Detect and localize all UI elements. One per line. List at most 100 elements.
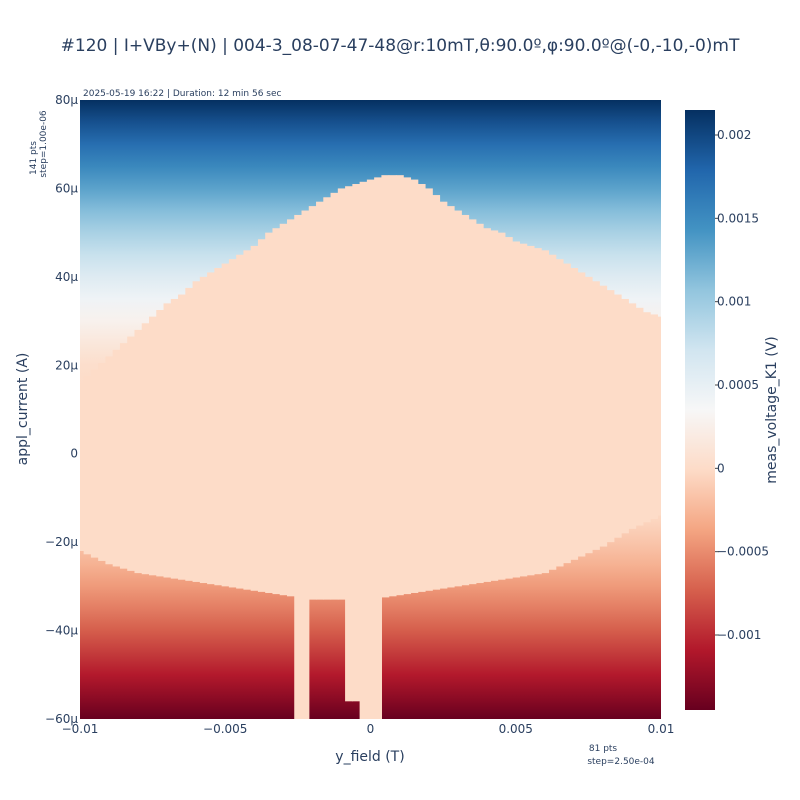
heatmap-column <box>214 268 223 586</box>
heatmap-column <box>388 175 397 597</box>
heatmap-column <box>606 290 615 543</box>
colorbar <box>685 110 715 710</box>
heatmap-column <box>250 245 259 591</box>
x-tick-label: 0.005 <box>499 722 533 736</box>
heatmap-column <box>112 349 121 567</box>
chart-title: #120 | I+VBy+(N) | 004-3_08-07-47-48@r:1… <box>61 36 740 56</box>
y-tick-label: −60μ <box>45 712 78 726</box>
x-axis-ticks: −0.01 −0.005 0 0.005 0.01 <box>62 722 675 736</box>
y-tick-label: 80μ <box>55 93 78 107</box>
heatmap-column <box>330 192 339 600</box>
y-tick-label: 60μ <box>55 181 78 195</box>
heatmap-column <box>577 272 586 557</box>
colorbar-ticks: 0.002 0.0015 0.001 0.0005 0 −0.0005 −0.001 <box>715 128 769 642</box>
heatmap-column <box>584 276 593 554</box>
x-step-size: step=2.50e-04 <box>587 757 655 767</box>
x-axis-label: y_field (T) <box>335 749 404 765</box>
heatmap-column <box>272 228 281 595</box>
y-tick-label: −40μ <box>45 624 78 638</box>
heatmap-column <box>90 369 99 558</box>
heatmap-column <box>533 248 542 575</box>
colorbar-tick-label: 0.0015 <box>717 211 759 225</box>
heatmap-column <box>199 276 208 584</box>
colorbar-label: meas_voltage_K1 (V) <box>764 336 780 483</box>
heatmap-column <box>228 259 237 588</box>
heatmap-column <box>337 188 346 600</box>
heatmap-column <box>345 186 353 702</box>
heatmap-column <box>178 294 186 580</box>
x-tick-label: −0.005 <box>203 722 247 736</box>
heatmap-column <box>519 243 528 577</box>
heatmap-column <box>439 201 448 589</box>
heatmap-column <box>541 250 550 574</box>
y-axis-label: appl_current (A) <box>15 353 31 466</box>
heatmap-column <box>621 298 629 534</box>
heatmap-column <box>308 206 317 600</box>
y-axis-ticks: 80μ 60μ 40μ 20μ 0 −20μ −40μ −60μ <box>45 93 78 726</box>
heatmap-column <box>657 316 661 516</box>
heatmap-column <box>432 195 441 590</box>
heatmap-column <box>548 254 557 570</box>
heatmap-column <box>592 281 600 550</box>
heatmap-cells <box>80 175 661 719</box>
heatmap-column <box>570 268 579 560</box>
x-tick-label: −0.01 <box>62 722 99 736</box>
heatmap-column <box>490 230 499 581</box>
heatmap-column <box>134 329 143 574</box>
heatmap-column <box>83 376 92 555</box>
heatmap-column <box>207 272 215 585</box>
timestamp-subtitle: 2025-05-19 16:22 | Duration: 12 min 56 s… <box>83 89 282 99</box>
heatmap-column <box>468 219 477 585</box>
heatmap-column <box>192 281 201 582</box>
heatmap-column <box>628 303 637 529</box>
x-tick-label: 0 <box>367 722 375 736</box>
colorbar-tick-label: 0.0005 <box>717 378 759 392</box>
y-tick-label: 0 <box>70 447 78 461</box>
plot-area <box>80 100 661 719</box>
heatmap-column <box>410 179 419 593</box>
heatmap-column <box>461 214 470 586</box>
heatmap-column <box>279 223 288 596</box>
heatmap-column <box>504 237 513 579</box>
heatmap-column <box>80 382 85 551</box>
heatmap-column <box>105 356 114 565</box>
y-tick-label: 20μ <box>55 358 78 372</box>
heatmap-column <box>555 259 564 567</box>
heatmap-column <box>141 323 150 575</box>
heatmap-column <box>98 363 107 561</box>
heatmap-column <box>381 175 390 598</box>
heatmap-column <box>294 214 303 719</box>
heatmap-column <box>127 336 136 571</box>
heatmap-column <box>286 219 295 597</box>
x-tick-label: 0.01 <box>648 722 675 736</box>
heatmap-column <box>424 188 433 591</box>
heatmap-column <box>512 241 520 578</box>
heatmap-column <box>301 210 310 719</box>
heatmap-column <box>170 298 179 579</box>
heatmap-column <box>417 184 426 592</box>
heatmap-column <box>323 197 332 600</box>
heatmap-column <box>359 181 368 719</box>
y-points-count: 141 pts <box>29 141 39 175</box>
heatmap-column <box>599 285 608 547</box>
heatmap-column <box>366 179 375 719</box>
heatmap-column <box>562 263 571 564</box>
heatmap-column <box>352 184 361 702</box>
heatmap-column <box>526 245 535 576</box>
colorbar-tick-label: −0.0005 <box>717 545 769 559</box>
heatmap-column <box>483 228 491 582</box>
y-tick-label: −20μ <box>45 535 78 549</box>
heatmap-column <box>635 307 644 526</box>
colorbar-tick-label: 0.002 <box>717 128 751 142</box>
heatmap-column <box>613 294 622 538</box>
heatmap-column <box>650 314 658 519</box>
heatmap-column <box>475 223 484 584</box>
x-points-count: 81 pts <box>589 744 618 754</box>
heatmap-column <box>497 232 506 580</box>
heatmap-column <box>316 201 324 600</box>
heatmap-column <box>257 239 266 592</box>
heatmap-column <box>163 303 172 578</box>
heatmap-column <box>185 287 194 581</box>
heatmap-column <box>243 250 252 590</box>
